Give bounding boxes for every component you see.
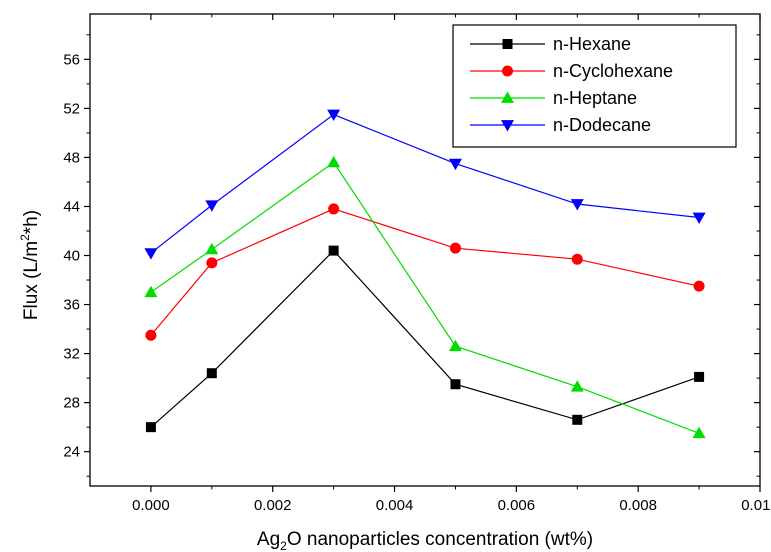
data-point [693, 280, 705, 292]
data-point [327, 155, 341, 168]
data-point [144, 285, 158, 298]
data-point [694, 371, 705, 382]
series-layer [144, 109, 706, 439]
plot-frame [89, 13, 761, 487]
legend-marker [501, 120, 514, 132]
y-tick-label: 32 [63, 346, 80, 363]
legend-marker [502, 65, 513, 77]
y-tick-label: 56 [63, 51, 80, 68]
legend-label: n-Cyclohexane [553, 61, 673, 81]
y-tick-label: 36 [63, 297, 80, 314]
y-axis-title: Flux (L/m2*h) [18, 210, 42, 320]
x-tick-label: 0.008 [619, 497, 657, 514]
legend-box [452, 24, 737, 148]
data-point [328, 203, 340, 215]
y-axis-title-superscript: 2 [18, 234, 32, 241]
x-axis-title-rest: O nanoparticles concentration (wt%) [287, 529, 593, 550]
data-point [570, 199, 584, 211]
legend-label: n-Hexane [553, 34, 631, 54]
data-point [572, 414, 583, 425]
data-point [571, 253, 583, 265]
series-n-dodecane [144, 109, 706, 260]
data-point [144, 248, 158, 260]
series-line [150, 249, 700, 428]
legend-marker [501, 91, 514, 103]
data-point [327, 109, 341, 122]
data-point [692, 426, 706, 439]
data-point [692, 212, 706, 225]
data-point [206, 257, 218, 269]
data-point [206, 368, 217, 379]
data-point [448, 158, 462, 171]
series-n-heptane [144, 155, 706, 439]
series-line [150, 113, 700, 254]
data-point [450, 379, 461, 390]
y-tick-label: 48 [63, 149, 80, 166]
y-tick-label: 24 [63, 444, 80, 461]
y-axis-title-rest: *h) [21, 210, 42, 234]
data-point [570, 380, 584, 392]
series-line [150, 161, 700, 434]
legend-label: n-Heptane [553, 88, 637, 108]
x-tick-label: 0.000 [132, 497, 170, 514]
series-line [150, 208, 700, 336]
x-axis-title-subscript: 2 [280, 539, 287, 552]
y-axis-title-main: Flux (L/m [21, 241, 42, 320]
y-tick-label: 52 [63, 100, 80, 117]
series-n-hexane [145, 245, 705, 433]
legend-label: n-Dodecane [553, 115, 651, 135]
series-n-cyclohexane [145, 203, 705, 341]
data-point [448, 339, 462, 352]
x-tick-label: 0.002 [254, 497, 292, 514]
legend-entry: n-Cyclohexane [470, 61, 673, 81]
x-tick-label: 0.006 [498, 497, 536, 514]
x-tick-label: 0.010 [741, 497, 771, 514]
x-axis-title: Ag2O nanoparticles concentration (wt%) [257, 529, 593, 552]
y-tick-label: 44 [63, 198, 80, 215]
legend-entry: n-Hexane [470, 34, 631, 54]
legend-marker [502, 39, 513, 49]
data-point [145, 329, 157, 341]
data-point [328, 245, 339, 256]
x-tick-label: 0.004 [376, 497, 414, 514]
data-point [205, 242, 219, 255]
data-point [449, 242, 461, 254]
legend: n-Hexane n-Cyclohexane n-Heptane n-Dodecane [452, 24, 737, 148]
x-axis-title-main: Ag [257, 529, 280, 550]
data-point [205, 200, 219, 212]
y-tick-label: 28 [63, 395, 80, 412]
legend-entry: n-Heptane [470, 88, 637, 108]
y-tick-label: 40 [63, 248, 80, 265]
data-point [145, 422, 156, 433]
axis-ticks: 0.000 0.002 0.004 0.006 0.008 0.010 24 28 32 36 40… [63, 14, 771, 514]
legend-entry: n-Dodecane [470, 115, 651, 135]
